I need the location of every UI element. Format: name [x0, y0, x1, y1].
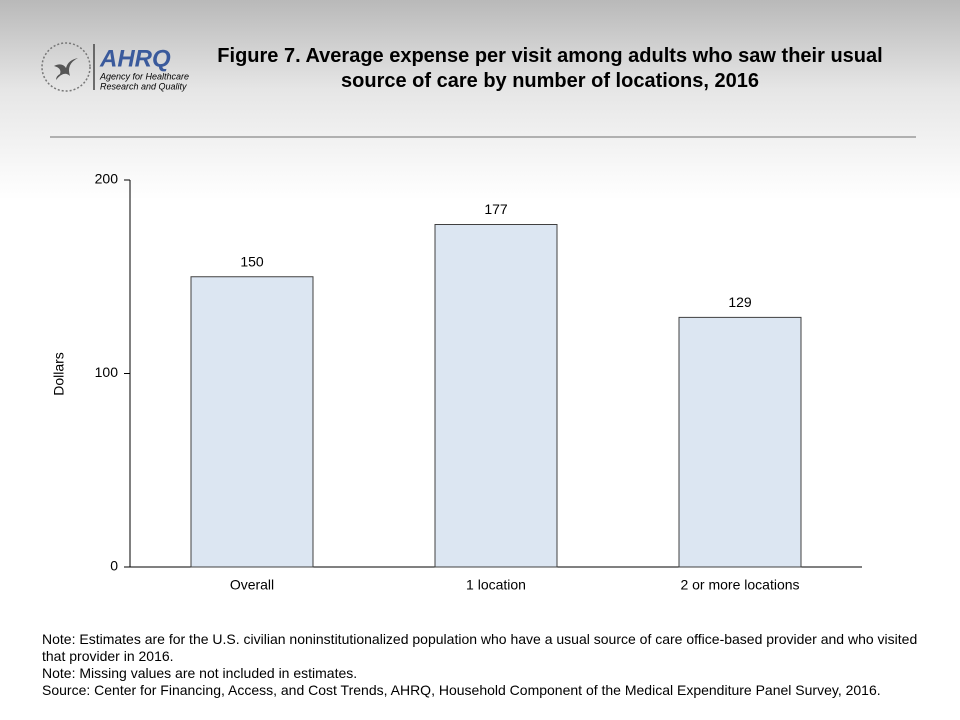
x-tick-label: Overall: [230, 577, 274, 593]
logo-tagline: Agency for Healthcare: [99, 71, 189, 81]
value-label: 129: [728, 294, 752, 310]
logo: AHRQ Agency for Healthcare Research and …: [41, 42, 189, 92]
value-label: 150: [240, 253, 264, 269]
x-tick-label: 2 or more locations: [680, 577, 799, 593]
logo-name: AHRQ: [99, 45, 171, 72]
hhs-seal: [41, 42, 91, 92]
logo-tagline: Research and Quality: [100, 81, 187, 91]
y-tick-label: 100: [95, 364, 119, 380]
bar: [434, 224, 558, 568]
note: Note: Missing values are not included in…: [42, 665, 358, 681]
y-tick-label: 200: [95, 171, 119, 187]
hhs-emblem: [54, 58, 78, 80]
note: Note: Estimates are for the U.S. civilia…: [42, 631, 918, 664]
x-tick-label: 1 location: [466, 577, 526, 593]
bar: [190, 276, 314, 568]
value-label: 177: [484, 201, 508, 217]
notes: Note: Estimates are for the U.S. civilia…: [42, 631, 932, 699]
y-tick-label: 0: [110, 558, 118, 574]
bar: [678, 316, 802, 568]
chart-title: Figure 7. Average expense per visit amon…: [217, 45, 883, 92]
y-axis-label: Dollars: [51, 352, 67, 396]
note: Source: Center for Financing, Access, an…: [42, 682, 881, 698]
